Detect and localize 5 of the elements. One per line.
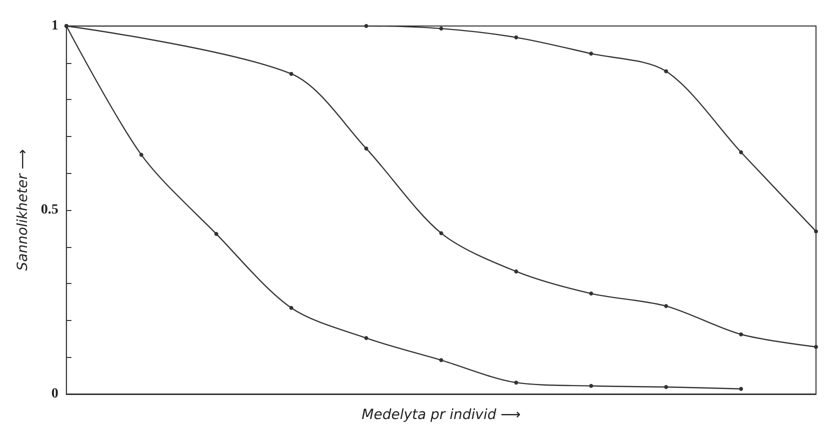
y-tick-label: 0.5 (40, 202, 58, 218)
y-tick-label: 1 (51, 18, 58, 34)
x-axis-title: Medelyta pr individ ⟶ (362, 407, 521, 423)
y-tick-label: 0 (51, 386, 58, 402)
y-axis-title: Sannolikheter ⟶ (15, 149, 31, 271)
